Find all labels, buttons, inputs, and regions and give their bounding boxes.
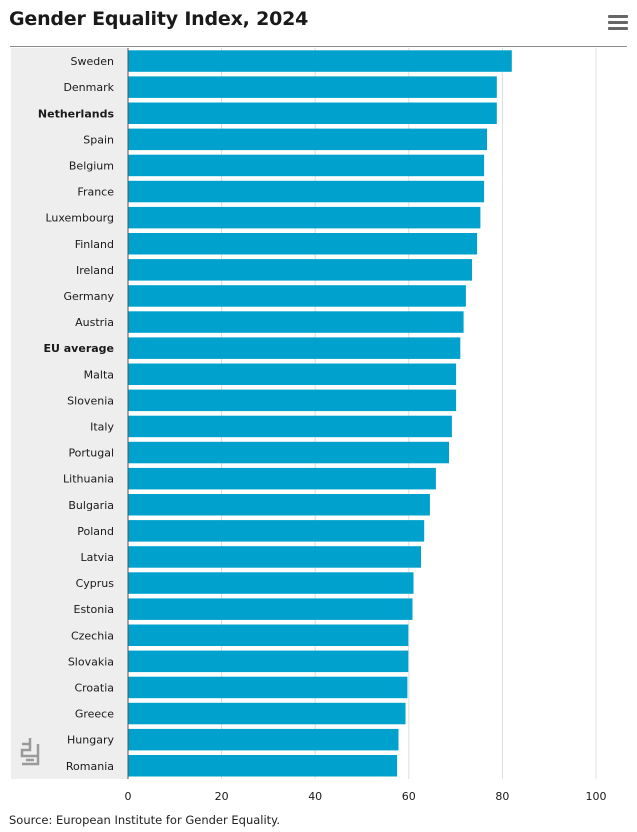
bar (128, 520, 425, 542)
category-label: Portugal (68, 447, 114, 460)
category-label: EU average (43, 342, 114, 355)
bar (128, 728, 399, 751)
x-tick-label: 100 (586, 790, 607, 803)
category-band (11, 48, 128, 779)
bar (128, 180, 485, 203)
bar (128, 598, 413, 620)
bar (128, 233, 478, 255)
bar (128, 467, 436, 490)
category-label: France (77, 186, 114, 199)
bar (128, 755, 398, 777)
bar (128, 389, 457, 412)
category-label: Lithuania (63, 473, 114, 486)
category-label: Slovakia (68, 655, 114, 668)
category-label: Luxembourg (45, 212, 114, 225)
category-label: Greece (75, 708, 114, 721)
x-tick-label: 0 (125, 790, 132, 803)
category-label: Czechia (71, 629, 114, 642)
category-label: Malta (84, 368, 114, 381)
category-label: Finland (75, 238, 114, 251)
category-label: Romania (66, 760, 114, 773)
menu-line (608, 21, 628, 24)
cbs-logo-icon (20, 738, 40, 766)
category-label: Slovenia (67, 394, 114, 407)
category-label: Latvia (81, 551, 115, 564)
category-label: Ireland (76, 264, 114, 277)
bar (128, 206, 481, 229)
category-label: Bulgaria (68, 499, 114, 512)
chart-title: Gender Equality Index, 2024 (9, 8, 309, 30)
bar (128, 154, 485, 177)
category-label: Denmark (63, 81, 114, 94)
bar (128, 676, 408, 699)
bar (128, 624, 409, 646)
menu-line (608, 27, 628, 30)
category-label: Poland (77, 525, 114, 538)
bar (128, 572, 414, 594)
bar (128, 650, 409, 673)
bar (128, 337, 461, 359)
category-label: Hungary (67, 734, 114, 747)
bar (128, 285, 466, 307)
bar (128, 76, 497, 98)
category-label: Belgium (69, 159, 114, 172)
bar (128, 702, 406, 725)
bar (128, 50, 512, 72)
category-label: Netherlands (38, 107, 115, 120)
category-label: Italy (90, 421, 114, 434)
x-tick-label: 80 (495, 790, 509, 803)
bar (128, 102, 497, 124)
category-label: Estonia (74, 603, 115, 616)
header-divider (10, 46, 627, 47)
bar (128, 128, 487, 151)
category-label: Germany (63, 290, 114, 303)
x-tick-label: 60 (402, 790, 416, 803)
bar (128, 311, 464, 333)
source-note: Source: European Institute for Gender Eq… (9, 813, 280, 827)
logo-stroke (20, 738, 40, 766)
bar (128, 415, 452, 438)
bar (128, 259, 472, 281)
bar (128, 363, 457, 385)
bar (128, 441, 449, 464)
hamburger-menu-icon[interactable] (608, 15, 628, 33)
category-label: Austria (75, 316, 114, 329)
x-tick-label: 20 (215, 790, 229, 803)
category-label: Sweden (71, 55, 114, 68)
bar (128, 546, 421, 568)
category-label: Cyprus (76, 577, 115, 590)
menu-line (608, 15, 628, 18)
bar (128, 494, 430, 516)
x-tick-label: 40 (308, 790, 322, 803)
category-label: Croatia (74, 682, 114, 695)
category-label: Spain (83, 133, 114, 146)
